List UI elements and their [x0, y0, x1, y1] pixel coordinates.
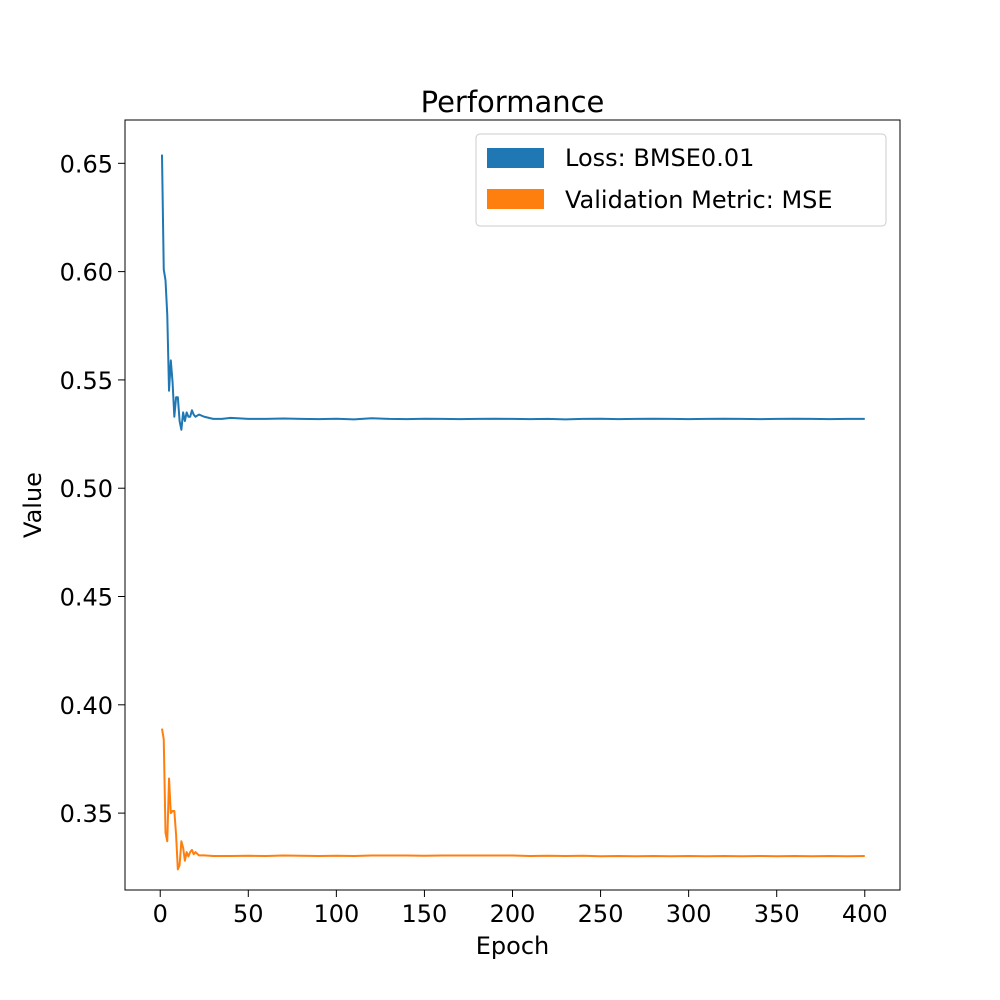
y-tick-label: 0.60	[60, 259, 113, 287]
legend-swatch-validation	[487, 189, 544, 209]
x-tick-label: 200	[490, 900, 536, 928]
legend-box	[475, 133, 887, 227]
x-tick-label: 300	[666, 900, 712, 928]
y-axis: 0.35 0.40 0.45 0.50 0.55 0.60 0.65	[60, 150, 125, 828]
x-tick-label: 150	[402, 900, 448, 928]
y-tick-label: 0.55	[60, 367, 113, 395]
chart-title: Performance	[421, 85, 605, 119]
x-tick-label: 400	[842, 900, 888, 928]
x-axis-label: Epoch	[476, 932, 550, 960]
x-tick-label: 350	[754, 900, 800, 928]
series-line-validation	[161, 728, 865, 871]
x-tick-label: 100	[313, 900, 359, 928]
series-layer	[160, 154, 865, 871]
y-tick-label: 0.35	[60, 800, 113, 828]
y-tick-label: 0.65	[60, 150, 113, 178]
x-tick-label: 50	[233, 900, 264, 928]
legend-label-validation: Validation Metric: MSE	[565, 186, 833, 214]
x-axis: 0 50 100 150 200 250 300 350 400	[153, 890, 888, 928]
y-tick-label: 0.45	[60, 584, 113, 612]
x-tick-label: 250	[578, 900, 624, 928]
y-tick-label: 0.40	[60, 692, 113, 720]
legend: Loss: BMSE0.01 Validation Metric: MSE	[475, 133, 887, 227]
legend-label-loss: Loss: BMSE0.01	[565, 144, 754, 172]
y-tick-label: 0.50	[60, 475, 113, 503]
series-line-loss	[160, 154, 865, 431]
legend-swatch-loss	[487, 148, 544, 168]
x-tick-label: 0	[153, 900, 168, 928]
y-axis-label: Value	[19, 472, 47, 538]
